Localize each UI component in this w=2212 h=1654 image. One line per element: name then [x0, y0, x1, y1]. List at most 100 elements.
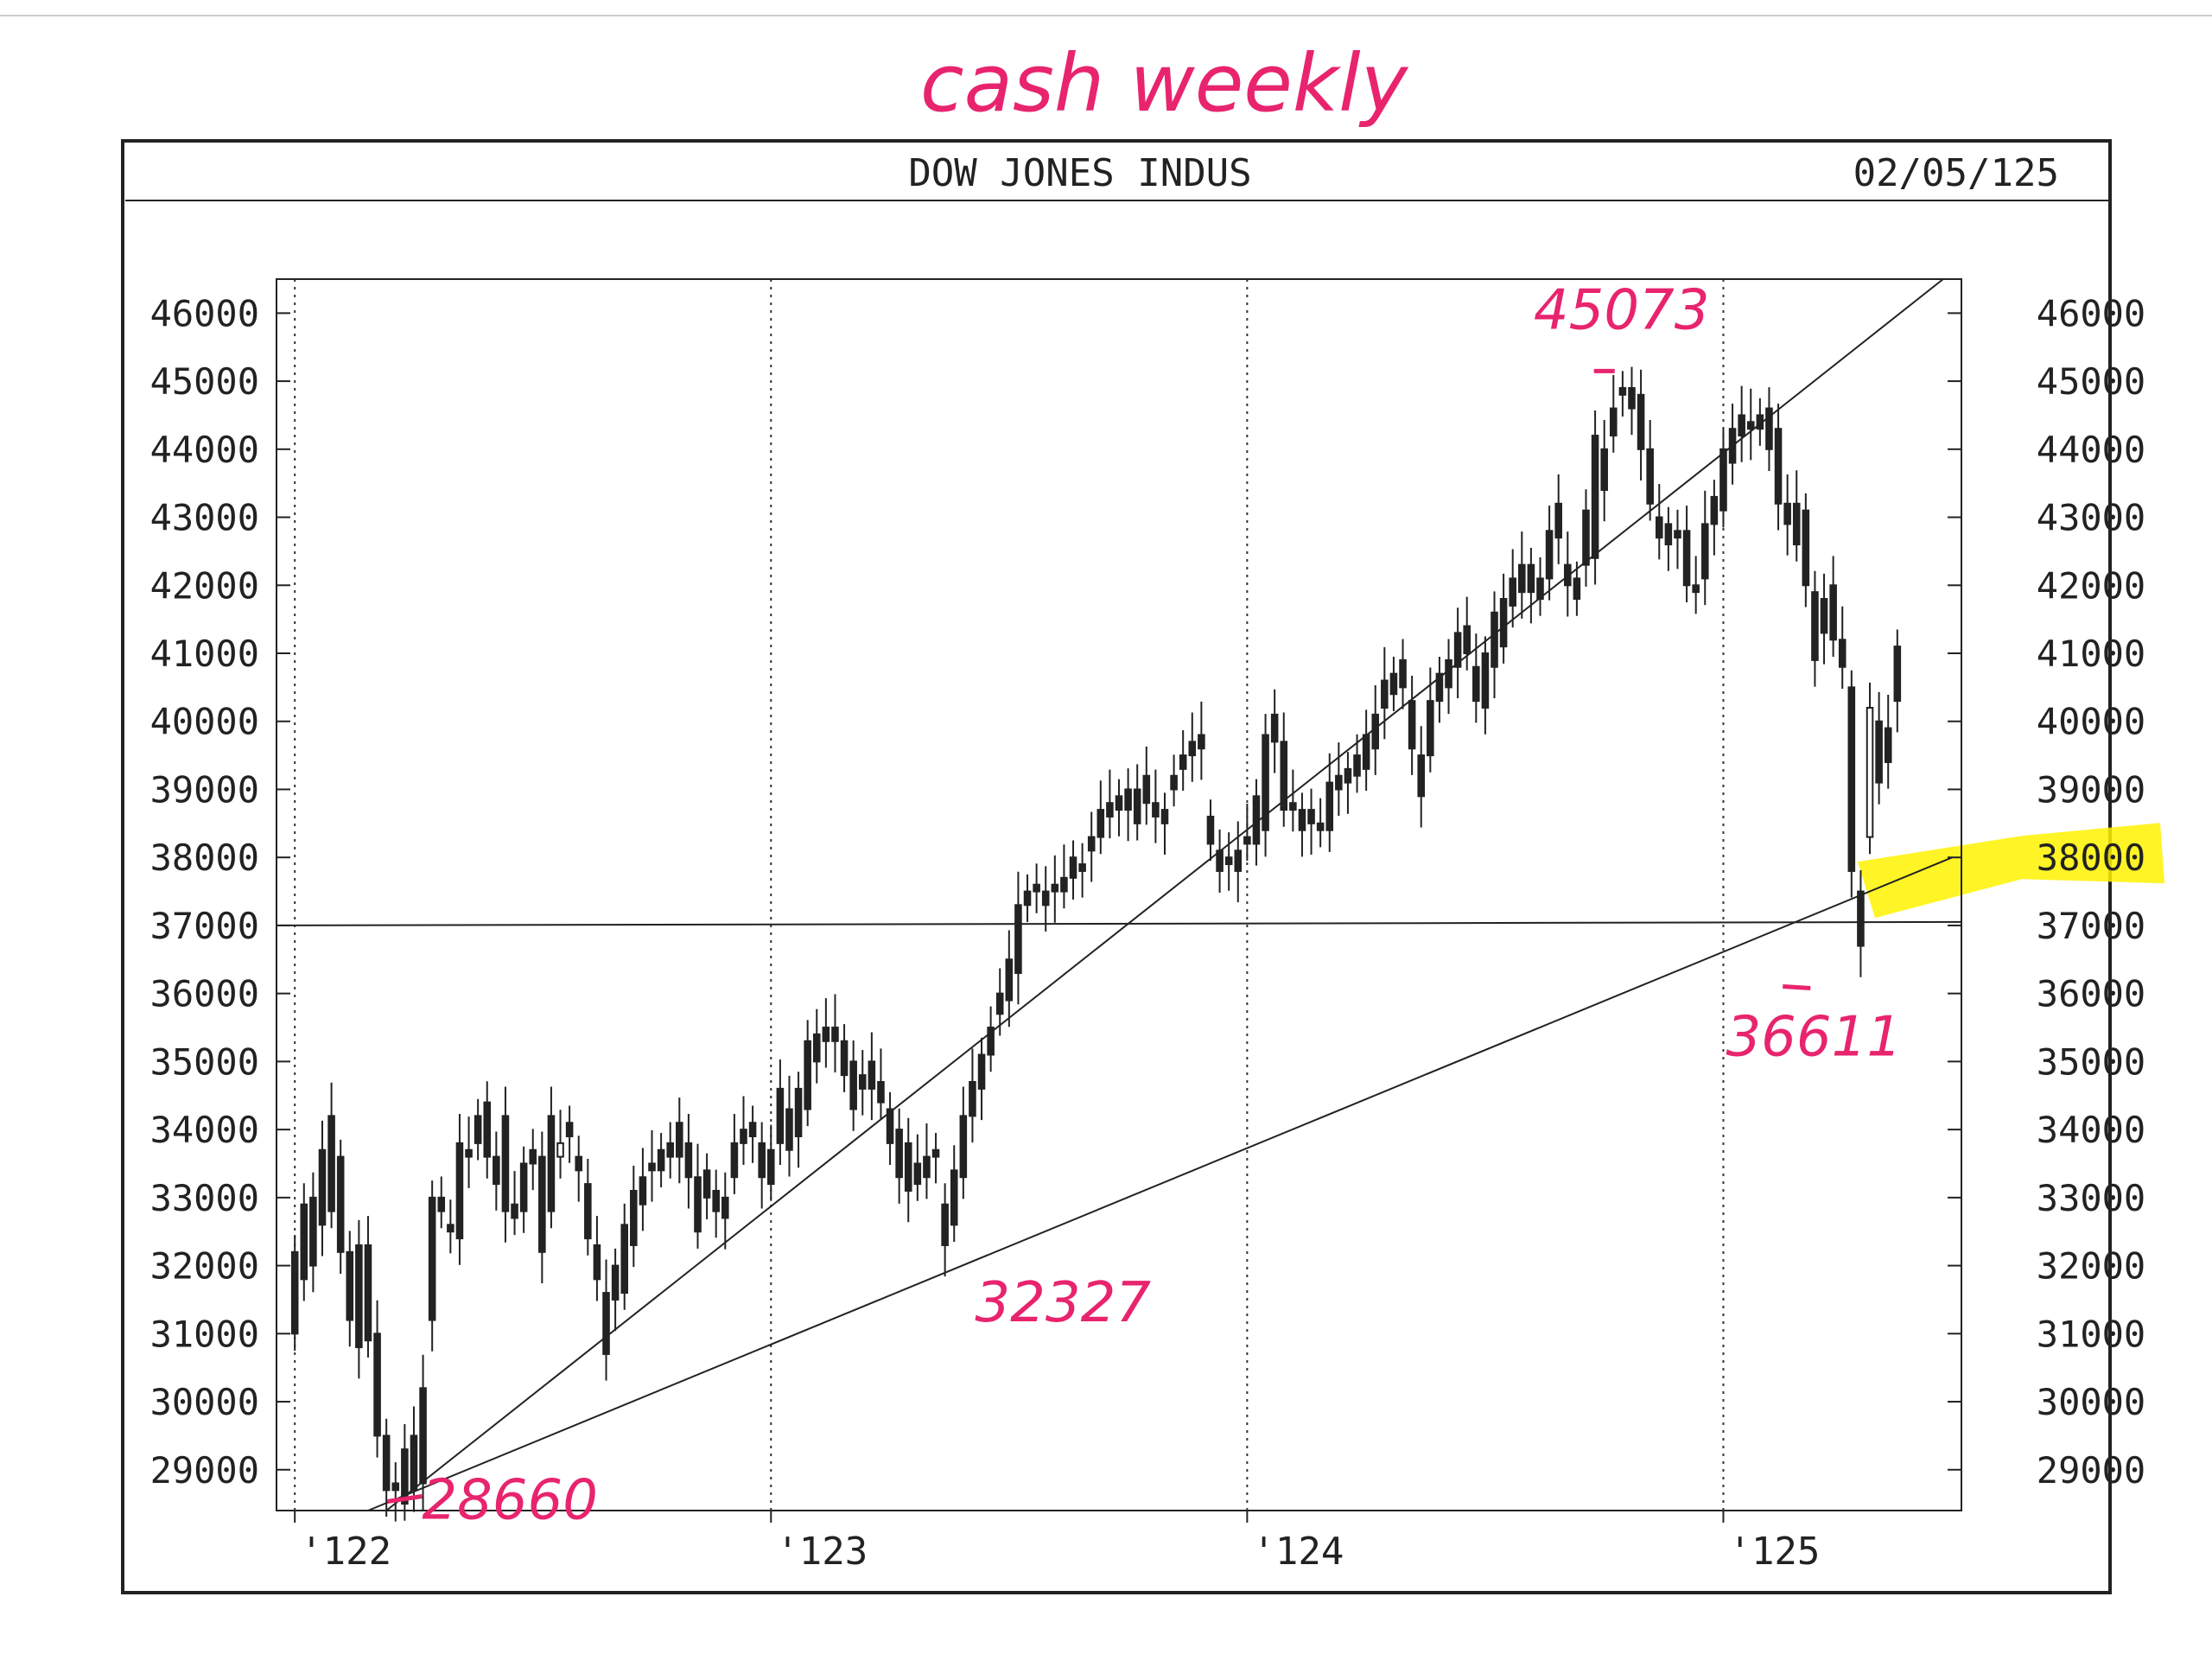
horizontal-line	[276, 920, 1962, 926]
candle-body	[1783, 502, 1791, 525]
candle-body	[1316, 822, 1325, 831]
candle-body	[1600, 448, 1608, 492]
candle-body	[1884, 727, 1892, 763]
candle-body	[1096, 809, 1105, 838]
candle-body	[676, 1122, 683, 1158]
candle-body	[1700, 523, 1709, 580]
candle-body	[1124, 788, 1132, 811]
candle-body	[1591, 435, 1599, 559]
candle-body	[913, 1162, 922, 1186]
candle-body	[1252, 795, 1261, 845]
candle-body	[327, 1115, 335, 1212]
candle-body	[895, 1129, 903, 1179]
handwritten-annotations: 45073 28660 32327 36611	[386, 278, 1902, 1533]
candle-body	[1023, 890, 1032, 907]
candle-body	[1692, 584, 1700, 594]
y-tick-label-right: 29000	[2037, 1449, 2145, 1492]
trendline	[367, 856, 1953, 1511]
candle-body	[995, 992, 1004, 1015]
y-tick-label-right: 34000	[2037, 1109, 2145, 1151]
y-tick-label-left: 32000	[150, 1245, 259, 1288]
candle-body	[1106, 802, 1114, 817]
candle-body	[1875, 720, 1883, 784]
candle-body	[437, 1196, 446, 1212]
candle-body	[455, 1142, 464, 1240]
support-line-37000	[276, 920, 1962, 926]
candle-body	[556, 1142, 564, 1158]
candle-body	[1509, 577, 1516, 607]
candle-body	[547, 1115, 556, 1212]
x-tick-label: '122	[300, 1530, 391, 1574]
y-tick-label-right: 36000	[2037, 973, 2145, 1015]
y-tick-label-left: 45000	[150, 360, 259, 403]
candle-body	[941, 1203, 949, 1246]
y-tick-label-left: 36000	[150, 973, 259, 1015]
candle-body	[969, 1081, 976, 1117]
candle-body	[987, 1027, 995, 1056]
candle-body	[1609, 407, 1618, 437]
candle-body	[877, 1081, 885, 1104]
candle-body	[694, 1176, 702, 1233]
candle-body	[1756, 414, 1764, 430]
x-tick-label: '123	[776, 1530, 868, 1574]
candle-body	[1536, 577, 1544, 601]
candle-body	[290, 1250, 299, 1335]
y-tick-label-left: 40000	[150, 701, 259, 743]
annotation-mark	[386, 1494, 423, 1505]
y-tick-label-left: 29000	[150, 1449, 259, 1492]
candle-body	[538, 1155, 546, 1253]
candle-body	[593, 1244, 601, 1281]
candle-body	[1142, 774, 1151, 805]
annotation-label: 32327	[975, 1271, 1151, 1335]
chart-frame	[121, 139, 2112, 1594]
highlight-marker	[1858, 823, 2164, 919]
candle-body	[1499, 598, 1508, 648]
y-tick-label-right: 31000	[2037, 1313, 2145, 1355]
candle-body	[501, 1115, 510, 1212]
candle-body	[1041, 890, 1050, 907]
candle-body	[1060, 876, 1068, 893]
candle-body	[766, 1148, 775, 1186]
candle-body	[1170, 774, 1178, 791]
candles	[290, 366, 1902, 1522]
candle-body	[1078, 863, 1086, 872]
candle-body	[1738, 414, 1745, 437]
candle-body	[1188, 741, 1197, 757]
candle-body	[611, 1264, 620, 1301]
candle-body	[355, 1244, 363, 1349]
candle-body	[1371, 713, 1380, 750]
candle-body	[428, 1196, 436, 1321]
candle-body	[401, 1448, 409, 1505]
candle-body	[1820, 598, 1828, 634]
candle-body	[1618, 386, 1627, 396]
candle-body	[1270, 713, 1279, 743]
candle-body	[1674, 530, 1681, 539]
candle-body	[1582, 509, 1590, 566]
y-axis-left: 46000 45000 44000 43000 42000 41000 40000 39000…	[150, 292, 290, 1492]
annotation-label: 36611	[1726, 1006, 1902, 1070]
candle-body	[630, 1189, 638, 1246]
candle-body	[620, 1224, 629, 1295]
candle-body	[364, 1244, 372, 1342]
candle-body	[1893, 646, 1902, 703]
candle-body	[410, 1435, 418, 1492]
y-tick-label-right: 39000	[2037, 768, 2145, 811]
candle-body	[309, 1196, 317, 1267]
candle-body	[1033, 883, 1040, 893]
candle-body	[1545, 530, 1554, 580]
candle-body	[1427, 700, 1434, 757]
candle-body	[666, 1142, 674, 1158]
candle-body	[1857, 890, 1865, 947]
candle-body	[1472, 665, 1480, 703]
y-tick-label-left: 46000	[150, 292, 259, 334]
candle-body	[1115, 795, 1123, 811]
candle-body	[1243, 836, 1251, 845]
candle-body	[602, 1292, 610, 1355]
chart-date-label: 02/05/125	[1853, 151, 2059, 195]
candle-body	[831, 1027, 839, 1042]
candle-body	[1198, 734, 1205, 750]
candle-body	[391, 1482, 400, 1492]
candle-body	[318, 1148, 327, 1226]
y-tick-label-right: 45000	[2037, 360, 2145, 403]
